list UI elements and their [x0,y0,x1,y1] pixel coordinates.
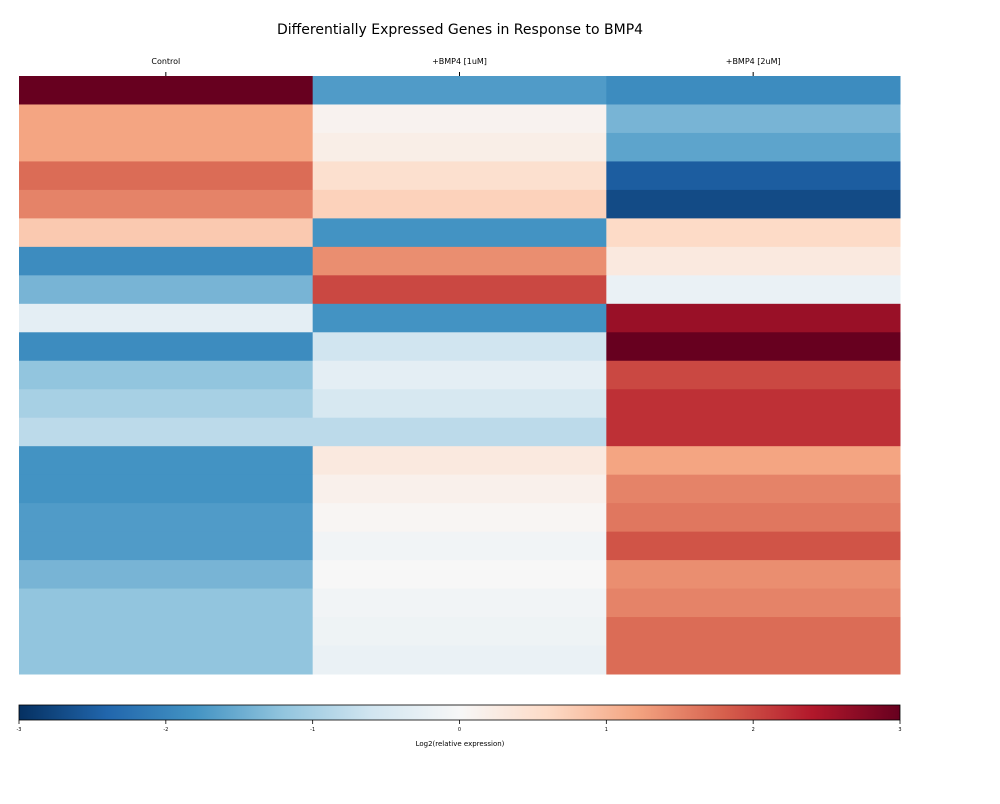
heatmap-cell [606,189,901,219]
heatmap-cell [312,246,607,276]
heatmap-cell [19,132,314,162]
heatmap-cell [606,474,901,504]
heatmap-cell [606,303,901,333]
heatmap-cell [312,104,607,134]
colorbar-tick-label: 1 [605,727,608,733]
heatmap-cell [606,617,901,647]
heatmap-cell [312,389,607,419]
heatmap-cell [19,560,314,590]
heatmap-cell [19,189,314,219]
heatmap-cell [606,275,901,305]
heatmap-cell [312,303,607,333]
heatmap-cell [606,246,901,276]
heatmap-cell [312,332,607,362]
heatmap-cell [606,588,901,618]
heatmap-cell [606,76,901,105]
heatmap-cell [606,417,901,447]
colorbar-tick-label: 3 [898,727,901,733]
heatmap-cell [312,132,607,162]
colorbar-tick-label: -3 [17,727,22,733]
heatmap-cell [312,76,607,105]
heatmap-cell [606,503,901,533]
heatmap-cell [19,588,314,618]
heatmap-cell [19,218,314,248]
heatmap-cell [312,588,607,618]
heatmap-cell [312,218,607,248]
heatmap-cell [606,446,901,476]
heatmap-cell [19,417,314,447]
heatmap-cell [19,531,314,561]
heatmap-cell [606,560,901,590]
heatmap-cell [19,446,314,476]
colorbar-tick-label: -1 [310,727,315,733]
heatmap-cell [312,360,607,390]
heatmap-cell [312,531,607,561]
heatmap-cell [312,474,607,504]
heatmap-cell [19,161,314,191]
heatmap-cell [606,132,901,162]
heatmap-cell [312,617,607,647]
colorbar: -3 -2 -1 0 1 2 3 [17,704,902,733]
colorbar-tick-label: -2 [163,727,168,733]
heatmap-cell [606,332,901,362]
heatmap-cell [19,389,314,419]
heatmap-cell [19,76,314,105]
heatmap-cell [19,246,314,276]
column-labels: Control +BMP4 [1uM] +BMP4 [2uM] [151,57,781,76]
heatmap-cell [312,645,607,675]
heatmap-cell [312,446,607,476]
chart-title: Differentially Expressed Genes in Respon… [277,22,643,38]
heatmap-cell [606,161,901,191]
colorbar-gradient [18,704,901,721]
heatmap-cell [312,275,607,305]
heatmap-cell [312,417,607,447]
heatmap-cell [312,161,607,191]
heatmap-cell [19,275,314,305]
heatmap-cells [19,76,901,675]
heatmap-cell [606,389,901,419]
heatmap-cell [606,104,901,134]
colorbar-label: Log2(relative expression) [416,740,505,748]
heatmap-cell [19,617,314,647]
heatmap-cell [312,189,607,219]
heatmap-cell [19,332,314,362]
heatmap-cell [19,104,314,134]
column-label: +BMP4 [1uM] [432,57,487,66]
heatmap-cell [19,503,314,533]
heatmap-cell [19,645,314,675]
column-label: Control [151,57,180,66]
heatmap-cell [606,531,901,561]
heatmap-cell [19,474,314,504]
column-label: +BMP4 [2uM] [726,57,781,66]
heatmap-cell [19,303,314,333]
colorbar-tick-label: 0 [458,727,461,733]
heatmap-cell [606,360,901,390]
heatmap-cell [312,560,607,590]
heatmap-cell [19,360,314,390]
heatmap-cell [312,503,607,533]
colorbar-tick-label: 2 [752,727,755,733]
heatmap-cell [606,645,901,675]
heatmap-cell [606,218,901,248]
